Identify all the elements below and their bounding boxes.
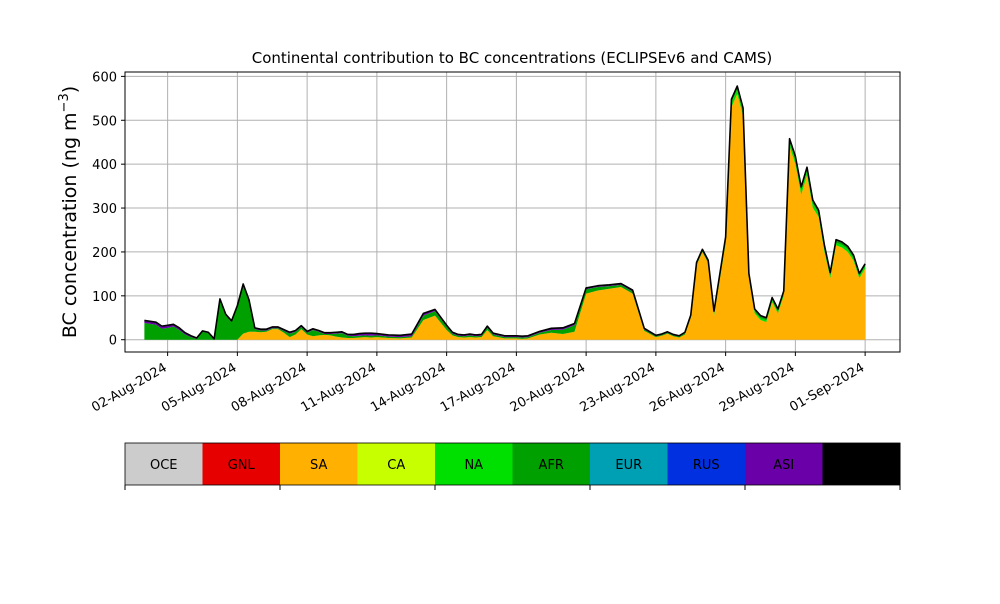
- y-axis-label-exponent: −3: [57, 93, 72, 112]
- legend-swatch-asi: [745, 443, 823, 485]
- legend-swatch-aus: [822, 443, 901, 485]
- y-tick-label: 600: [92, 70, 117, 85]
- legend-label-gnl: GNL: [228, 458, 256, 473]
- y-tick-label: 300: [92, 202, 117, 217]
- legend-label-ca: CA: [387, 458, 405, 473]
- x-tick-label: 01-Sep-2024: [787, 360, 867, 415]
- x-tick-label: 08-Aug-2024: [229, 360, 309, 415]
- y-axis-label-close: ): [59, 86, 81, 93]
- legend-label-asi: ASI: [773, 458, 794, 473]
- legend-swatch-afr: [512, 443, 591, 485]
- legend-label-aus: AUS: [848, 458, 875, 473]
- y-axis-label: BC concentration (ng m−3): [57, 86, 81, 338]
- plot-frame: [124, 71, 901, 353]
- total-line-layer: [144, 85, 866, 340]
- x-tick-label: 26-Aug-2024: [647, 360, 727, 415]
- legend-swatch-rus: [667, 443, 746, 485]
- y-tick-label: 200: [92, 246, 117, 261]
- area-aus: [144, 86, 866, 339]
- legend-swatch-na: [435, 443, 513, 485]
- legend-label-oce: OCE: [150, 458, 178, 473]
- legend-frame: [124, 442, 901, 486]
- legend: OCE GNL SA CA NA AFR EUR RUS ASI AUS: [124, 442, 901, 490]
- y-axis-label-text: BC concentration (ng m: [59, 112, 81, 338]
- legend-swatch-gnl: [202, 443, 281, 485]
- legend-label-na: NA: [464, 458, 483, 473]
- x-tick-label: 29-Aug-2024: [717, 360, 797, 415]
- x-tick-label: 17-Aug-2024: [438, 360, 518, 415]
- legend-swatch-sa: [280, 443, 358, 485]
- area-rus: [144, 86, 866, 340]
- area-na: [144, 89, 866, 340]
- area-sa: [144, 93, 866, 340]
- x-tick-label: 23-Aug-2024: [578, 360, 658, 415]
- legend-swatch-oce: [125, 443, 203, 485]
- x-tick-label: 05-Aug-2024: [159, 360, 239, 415]
- total-concentration-line: [144, 85, 866, 340]
- area-eur: [144, 86, 866, 340]
- y-tick-label: 400: [92, 158, 117, 173]
- x-axis: 02-Aug-202405-Aug-202408-Aug-202411-Aug-…: [89, 352, 867, 416]
- y-tick-label: 0: [109, 334, 117, 349]
- legend-label-sa: SA: [310, 458, 327, 473]
- legend-swatch-ca: [357, 443, 436, 485]
- y-tick-label: 500: [92, 114, 117, 129]
- legend-swatch-eur: [590, 443, 668, 485]
- legend-label-eur: EUR: [615, 458, 642, 473]
- x-tick-label: 11-Aug-2024: [299, 360, 379, 415]
- y-axis: 0 100 200 300 400 500 600: [92, 70, 125, 349]
- x-tick-label: 14-Aug-2024: [368, 360, 448, 415]
- area-asi: [144, 86, 866, 340]
- y-tick-label: 100: [92, 290, 117, 305]
- legend-label-rus: RUS: [693, 458, 720, 473]
- chart-title: Continental contribution to BC concentra…: [252, 49, 773, 67]
- area-ca: [144, 93, 866, 340]
- area-afr: [144, 86, 866, 340]
- area-layer: [144, 86, 866, 340]
- legend-label-afr: AFR: [539, 458, 564, 473]
- x-tick-label: 02-Aug-2024: [89, 360, 169, 415]
- x-tick-label: 20-Aug-2024: [508, 360, 588, 415]
